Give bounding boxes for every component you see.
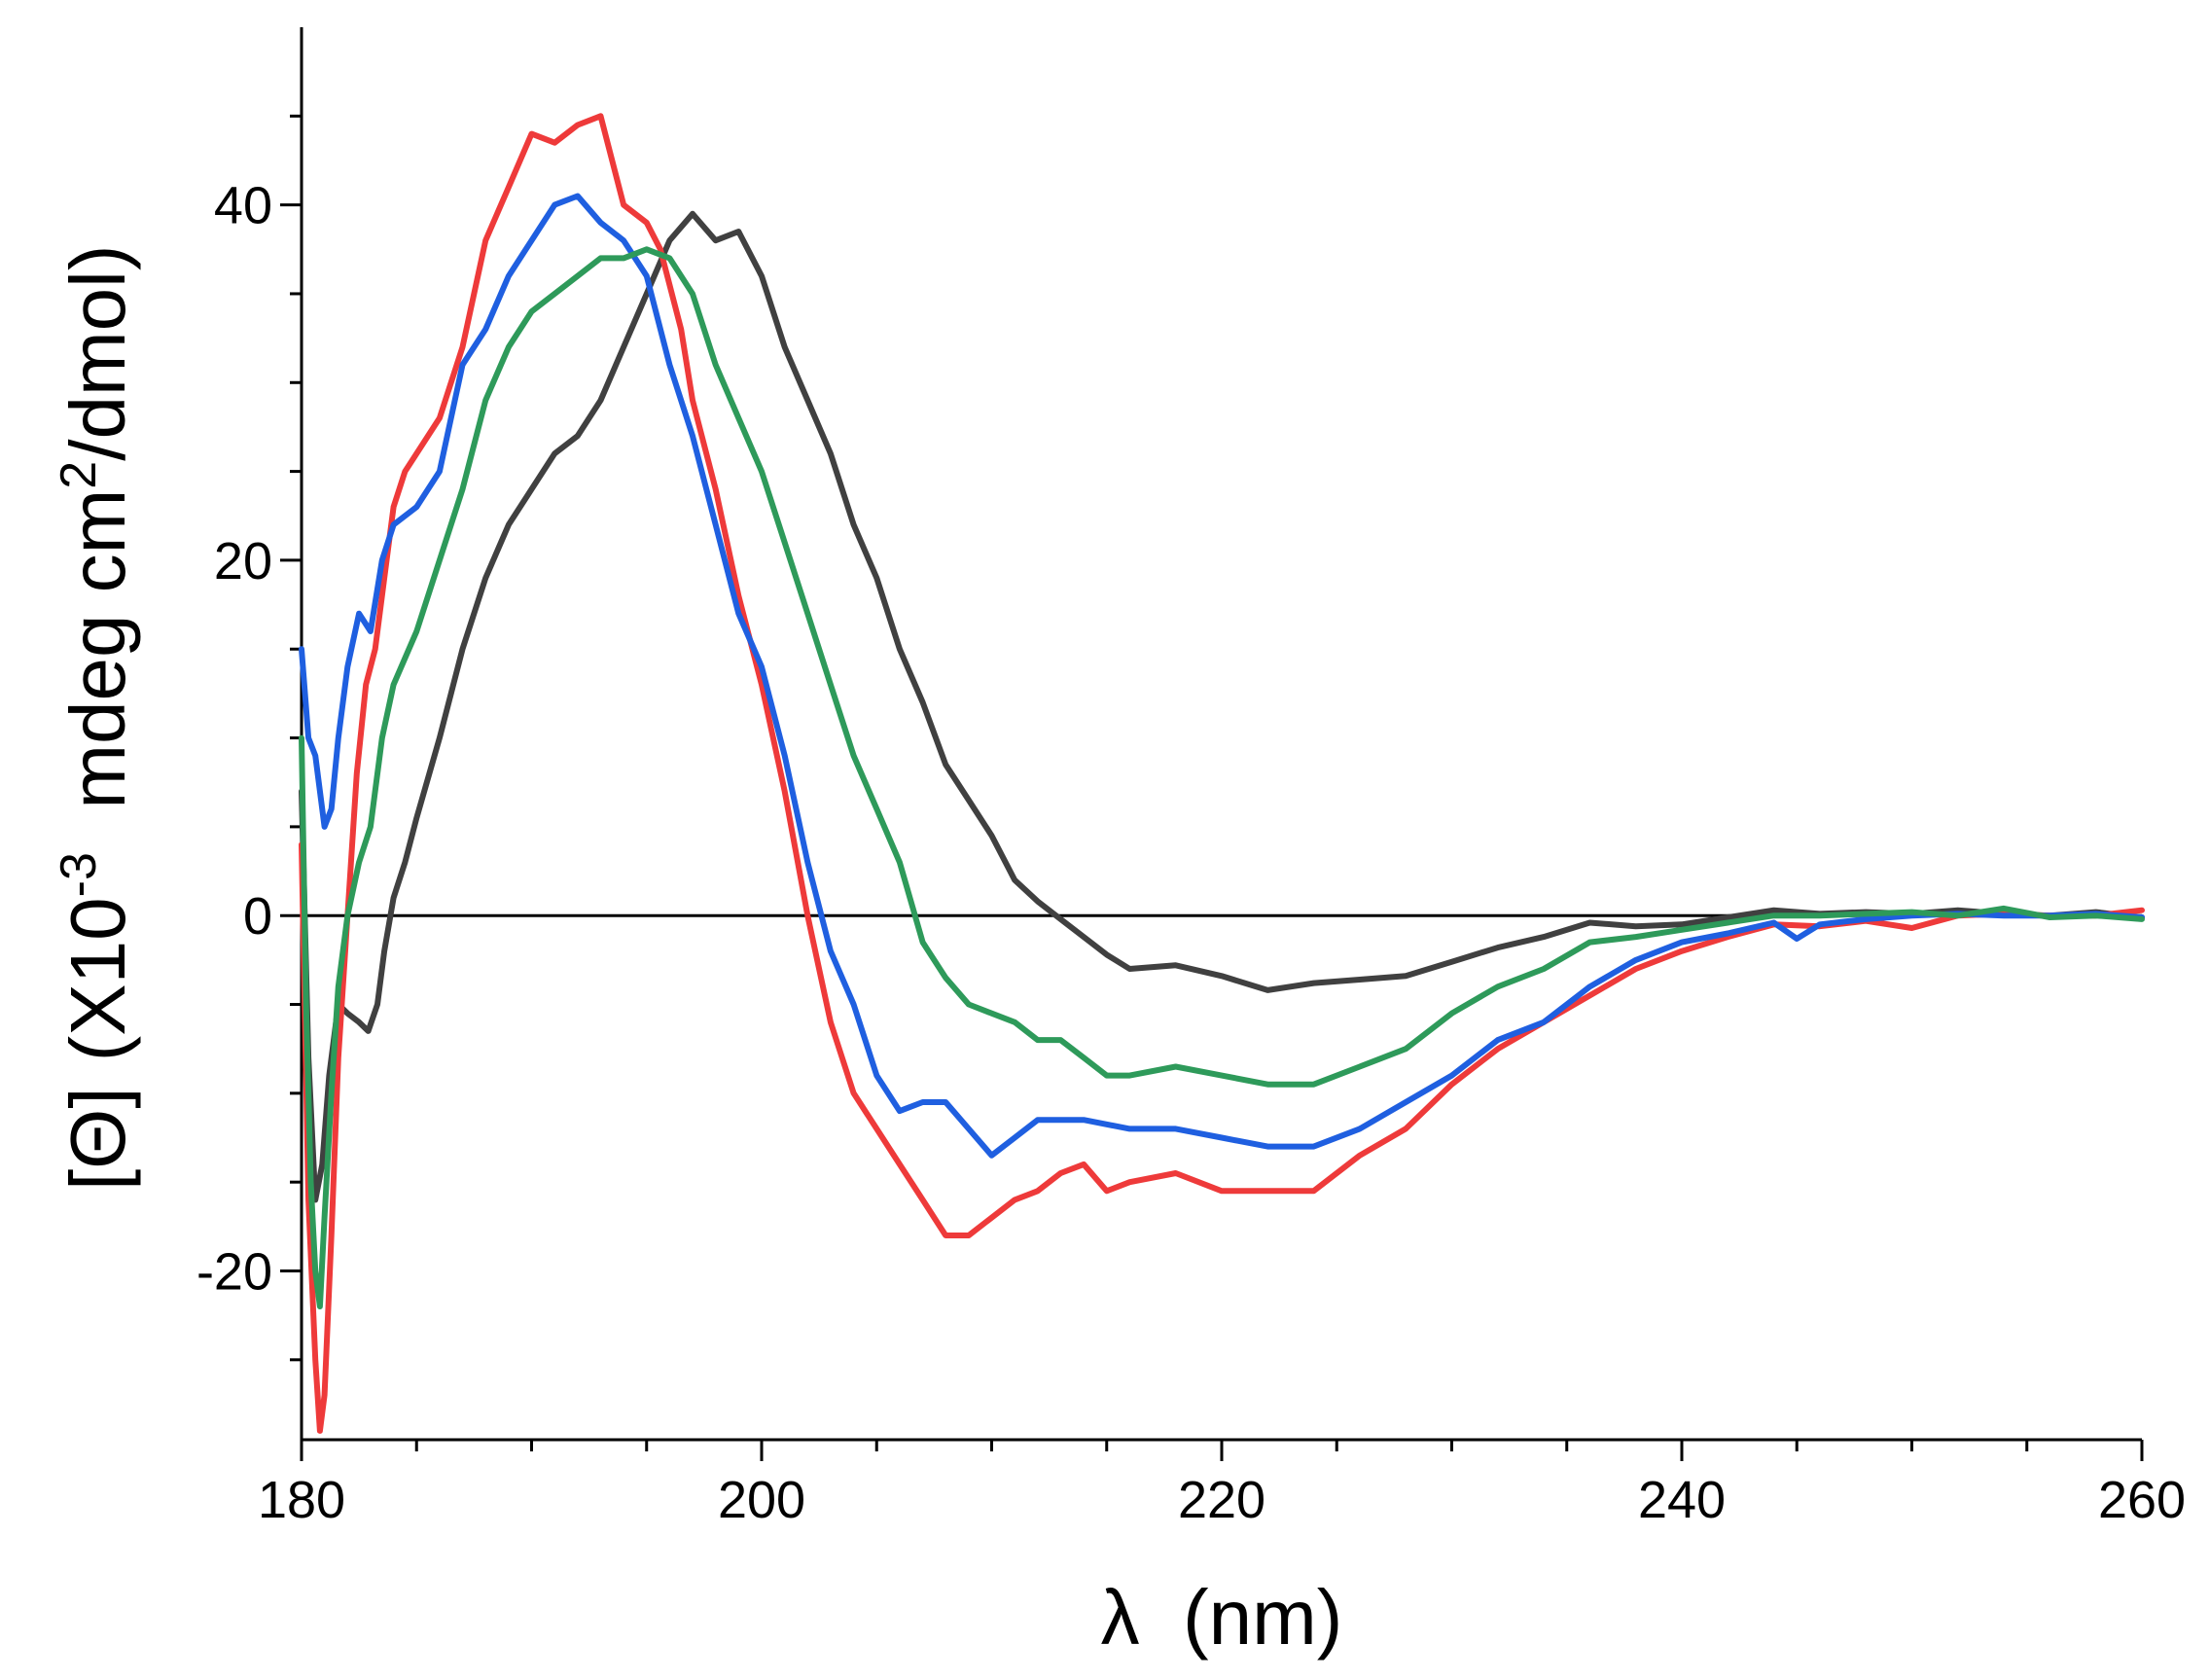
y-title-scale-exponent: -3: [51, 852, 107, 897]
axis-ticks: [280, 114, 2144, 1461]
y-title-theta: Θ: [54, 1109, 141, 1169]
x-tick-label: 240: [1638, 1471, 1726, 1529]
y-axis-title: [Θ] (X10-3 mdeg cm2/dmol): [51, 180, 141, 1299]
y-tick-label: 0: [243, 887, 272, 946]
y-tick-label: 40: [214, 177, 272, 235]
y-title-units-exponent: 2: [51, 461, 107, 489]
series-line-blue: [299, 193, 2145, 1159]
x-tick-label: 180: [258, 1471, 345, 1529]
y-tick-label: 20: [214, 532, 272, 590]
y-title-scale: (X10: [54, 897, 141, 1061]
y-title-bracket-open: [: [54, 1169, 141, 1191]
x-axis-title: λ (nm): [1101, 1574, 1343, 1661]
y-title-units-tail: /dmol): [54, 244, 141, 460]
tick-labels: 180 200 220 240 260 -20 0 20 40: [196, 177, 2186, 1529]
x-tick-label: 200: [718, 1471, 805, 1529]
axes-frame: [300, 27, 2142, 1442]
y-tick-label: -20: [196, 1242, 272, 1301]
series-line-black: [299, 210, 2145, 1203]
series-line-red: [299, 113, 2145, 1434]
y-title-bracket-close: ]: [54, 1087, 141, 1108]
series-layer: [299, 113, 2145, 1434]
x-tick-label: 260: [2098, 1471, 2186, 1529]
y-title-units: mdeg cm: [54, 489, 141, 852]
x-tick-label: 220: [1178, 1471, 1265, 1529]
series-line-green: [299, 246, 2145, 1309]
